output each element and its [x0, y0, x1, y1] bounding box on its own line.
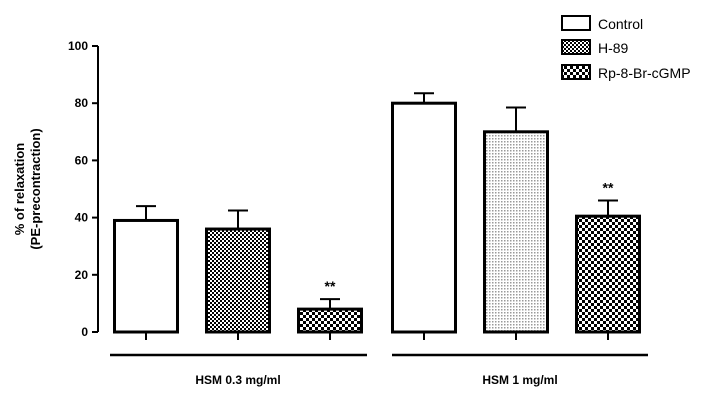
y-tick-label-80: 80	[75, 96, 89, 110]
legend-swatches	[561, 15, 591, 80]
y-axis-title-line-1: % of relaxation	[12, 143, 27, 236]
bar-1-1	[483, 130, 549, 334]
bar-1-0	[205, 227, 271, 334]
y-axis-title: % of relaxation (PE-precontraction)	[12, 128, 43, 249]
axis-layer: 0 20 40 60 80 100	[68, 39, 99, 339]
significance-label-2-1: **	[603, 179, 614, 195]
y-tick-label-60: 60	[75, 153, 89, 167]
legend-label-rp-8-br-cgmp: Rp-8-Br-cGMP	[598, 65, 691, 81]
y-tick-label-40: 40	[75, 211, 89, 225]
legend-swatch-1	[561, 39, 591, 55]
legend-swatch-0	[561, 15, 591, 31]
group-label-hsm-1: HSM 1 mg/ml	[482, 373, 557, 387]
bar-2-1	[575, 214, 641, 334]
bar-0-0	[113, 218, 179, 334]
y-tick-label-0: 0	[81, 325, 88, 339]
bar-0-1	[391, 101, 457, 334]
y-tick-label-100: 100	[68, 39, 88, 53]
legend-swatch-2	[561, 64, 591, 80]
legend-label-h89: H-89	[598, 40, 629, 56]
legend-label-control: Control	[598, 16, 643, 32]
y-axis-title-line-2: (PE-precontraction)	[28, 128, 43, 249]
bar-layer: ** **	[110, 92, 648, 357]
bar-2-0	[297, 307, 363, 334]
significance-label-2-0: **	[325, 278, 336, 294]
y-tick-label-20: 20	[75, 268, 89, 282]
legend: Control H-89 Rp-8-Br-cGMP	[598, 16, 691, 81]
group-label-hsm-0-3: HSM 0.3 mg/ml	[195, 373, 280, 387]
